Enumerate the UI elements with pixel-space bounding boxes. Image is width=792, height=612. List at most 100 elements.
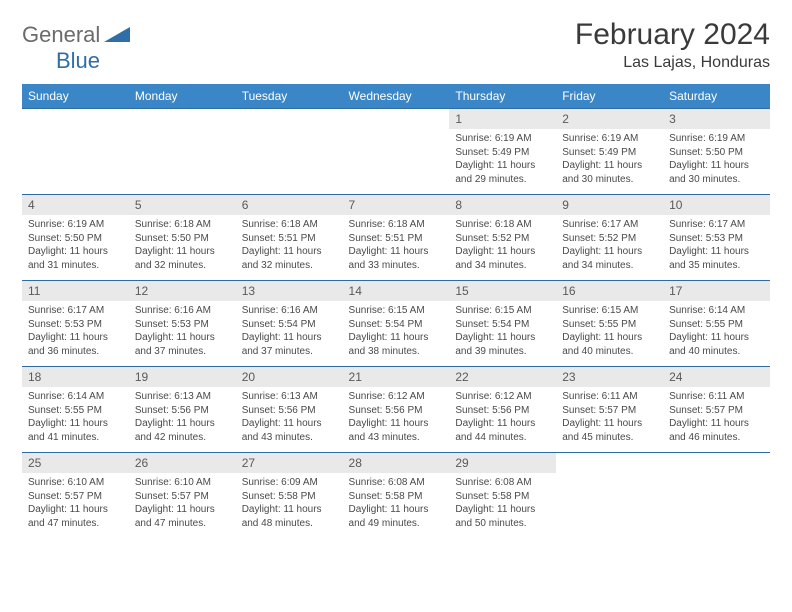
weekday-friday: Friday — [556, 84, 663, 109]
weekday-tuesday: Tuesday — [236, 84, 343, 109]
day-sunset: Sunset: 5:50 PM — [669, 146, 764, 160]
calendar-cell: 2Sunrise: 6:19 AMSunset: 5:49 PMDaylight… — [556, 109, 663, 195]
day-data: Sunrise: 6:16 AMSunset: 5:53 PMDaylight:… — [129, 301, 236, 364]
day-daylight1: Daylight: 11 hours — [562, 417, 657, 431]
weekday-thursday: Thursday — [449, 84, 556, 109]
day-daylight2: and 46 minutes. — [669, 431, 764, 445]
calendar-cell: 11Sunrise: 6:17 AMSunset: 5:53 PMDayligh… — [22, 281, 129, 367]
day-sunset: Sunset: 5:58 PM — [455, 490, 550, 504]
day-daylight1: Daylight: 11 hours — [669, 159, 764, 173]
day-number: 26 — [129, 453, 236, 473]
location-label: Las Lajas, Honduras — [575, 54, 770, 72]
day-daylight2: and 50 minutes. — [455, 517, 550, 531]
day-daylight2: and 32 minutes. — [135, 259, 230, 273]
calendar-cell: 14Sunrise: 6:15 AMSunset: 5:54 PMDayligh… — [343, 281, 450, 367]
day-sunset: Sunset: 5:54 PM — [455, 318, 550, 332]
day-daylight2: and 32 minutes. — [242, 259, 337, 273]
day-number: 25 — [22, 453, 129, 473]
logo-text-general: General — [22, 22, 100, 48]
day-daylight1: Daylight: 11 hours — [28, 245, 123, 259]
day-daylight1: Daylight: 11 hours — [562, 331, 657, 345]
day-sunset: Sunset: 5:56 PM — [242, 404, 337, 418]
day-data: Sunrise: 6:14 AMSunset: 5:55 PMDaylight:… — [663, 301, 770, 364]
calendar-table: Sunday Monday Tuesday Wednesday Thursday… — [22, 84, 770, 539]
day-sunrise: Sunrise: 6:17 AM — [669, 218, 764, 232]
day-daylight2: and 34 minutes. — [562, 259, 657, 273]
day-sunset: Sunset: 5:57 PM — [562, 404, 657, 418]
day-daylight2: and 41 minutes. — [28, 431, 123, 445]
day-sunrise: Sunrise: 6:15 AM — [562, 304, 657, 318]
title-block: February 2024 Las Lajas, Honduras — [575, 18, 770, 72]
day-number: 22 — [449, 367, 556, 387]
weekday-monday: Monday — [129, 84, 236, 109]
calendar-cell: 7Sunrise: 6:18 AMSunset: 5:51 PMDaylight… — [343, 195, 450, 281]
day-sunset: Sunset: 5:55 PM — [669, 318, 764, 332]
day-data: Sunrise: 6:13 AMSunset: 5:56 PMDaylight:… — [236, 387, 343, 450]
day-number: 24 — [663, 367, 770, 387]
day-sunset: Sunset: 5:57 PM — [28, 490, 123, 504]
calendar-cell: 16Sunrise: 6:15 AMSunset: 5:55 PMDayligh… — [556, 281, 663, 367]
day-data: Sunrise: 6:17 AMSunset: 5:53 PMDaylight:… — [663, 215, 770, 278]
day-data: Sunrise: 6:18 AMSunset: 5:51 PMDaylight:… — [343, 215, 450, 278]
day-number: 14 — [343, 281, 450, 301]
day-daylight2: and 39 minutes. — [455, 345, 550, 359]
day-sunset: Sunset: 5:54 PM — [242, 318, 337, 332]
day-daylight1: Daylight: 11 hours — [562, 159, 657, 173]
day-sunrise: Sunrise: 6:19 AM — [669, 132, 764, 146]
day-daylight2: and 38 minutes. — [349, 345, 444, 359]
day-daylight1: Daylight: 11 hours — [349, 245, 444, 259]
day-data: Sunrise: 6:19 AMSunset: 5:50 PMDaylight:… — [663, 129, 770, 192]
day-data: Sunrise: 6:09 AMSunset: 5:58 PMDaylight:… — [236, 473, 343, 536]
day-data: Sunrise: 6:15 AMSunset: 5:54 PMDaylight:… — [343, 301, 450, 364]
day-sunrise: Sunrise: 6:13 AM — [242, 390, 337, 404]
calendar-cell: 24Sunrise: 6:11 AMSunset: 5:57 PMDayligh… — [663, 367, 770, 453]
day-data: Sunrise: 6:08 AMSunset: 5:58 PMDaylight:… — [343, 473, 450, 536]
day-number: 27 — [236, 453, 343, 473]
day-daylight2: and 42 minutes. — [135, 431, 230, 445]
day-sunrise: Sunrise: 6:09 AM — [242, 476, 337, 490]
day-daylight1: Daylight: 11 hours — [28, 417, 123, 431]
day-sunset: Sunset: 5:57 PM — [669, 404, 764, 418]
calendar-cell: 13Sunrise: 6:16 AMSunset: 5:54 PMDayligh… — [236, 281, 343, 367]
day-sunrise: Sunrise: 6:15 AM — [349, 304, 444, 318]
day-sunrise: Sunrise: 6:13 AM — [135, 390, 230, 404]
day-data: Sunrise: 6:12 AMSunset: 5:56 PMDaylight:… — [343, 387, 450, 450]
day-daylight2: and 45 minutes. — [562, 431, 657, 445]
day-number: 2 — [556, 109, 663, 129]
calendar-week-row: 25Sunrise: 6:10 AMSunset: 5:57 PMDayligh… — [22, 453, 770, 539]
day-number: 10 — [663, 195, 770, 215]
day-daylight1: Daylight: 11 hours — [135, 331, 230, 345]
day-sunset: Sunset: 5:51 PM — [242, 232, 337, 246]
day-daylight2: and 40 minutes. — [562, 345, 657, 359]
day-data: Sunrise: 6:10 AMSunset: 5:57 PMDaylight:… — [22, 473, 129, 536]
day-number: 23 — [556, 367, 663, 387]
day-data: Sunrise: 6:17 AMSunset: 5:52 PMDaylight:… — [556, 215, 663, 278]
day-sunset: Sunset: 5:58 PM — [242, 490, 337, 504]
day-daylight1: Daylight: 11 hours — [135, 245, 230, 259]
day-daylight1: Daylight: 11 hours — [669, 245, 764, 259]
calendar-week-row: 18Sunrise: 6:14 AMSunset: 5:55 PMDayligh… — [22, 367, 770, 453]
day-sunset: Sunset: 5:53 PM — [135, 318, 230, 332]
day-sunrise: Sunrise: 6:19 AM — [28, 218, 123, 232]
day-sunset: Sunset: 5:49 PM — [562, 146, 657, 160]
day-daylight2: and 31 minutes. — [28, 259, 123, 273]
day-daylight2: and 30 minutes. — [669, 173, 764, 187]
day-daylight2: and 30 minutes. — [562, 173, 657, 187]
day-daylight2: and 43 minutes. — [349, 431, 444, 445]
day-number: 21 — [343, 367, 450, 387]
day-number: 6 — [236, 195, 343, 215]
day-sunrise: Sunrise: 6:16 AM — [242, 304, 337, 318]
day-sunset: Sunset: 5:56 PM — [135, 404, 230, 418]
page-header: General February 2024 Las Lajas, Hondura… — [22, 18, 770, 72]
day-daylight1: Daylight: 11 hours — [242, 417, 337, 431]
day-daylight1: Daylight: 11 hours — [455, 159, 550, 173]
day-number: 1 — [449, 109, 556, 129]
day-daylight2: and 43 minutes. — [242, 431, 337, 445]
day-sunrise: Sunrise: 6:10 AM — [28, 476, 123, 490]
day-data: Sunrise: 6:14 AMSunset: 5:55 PMDaylight:… — [22, 387, 129, 450]
calendar-cell: 15Sunrise: 6:15 AMSunset: 5:54 PMDayligh… — [449, 281, 556, 367]
calendar-cell — [663, 453, 770, 539]
day-data: Sunrise: 6:18 AMSunset: 5:51 PMDaylight:… — [236, 215, 343, 278]
day-sunset: Sunset: 5:52 PM — [455, 232, 550, 246]
day-daylight2: and 33 minutes. — [349, 259, 444, 273]
